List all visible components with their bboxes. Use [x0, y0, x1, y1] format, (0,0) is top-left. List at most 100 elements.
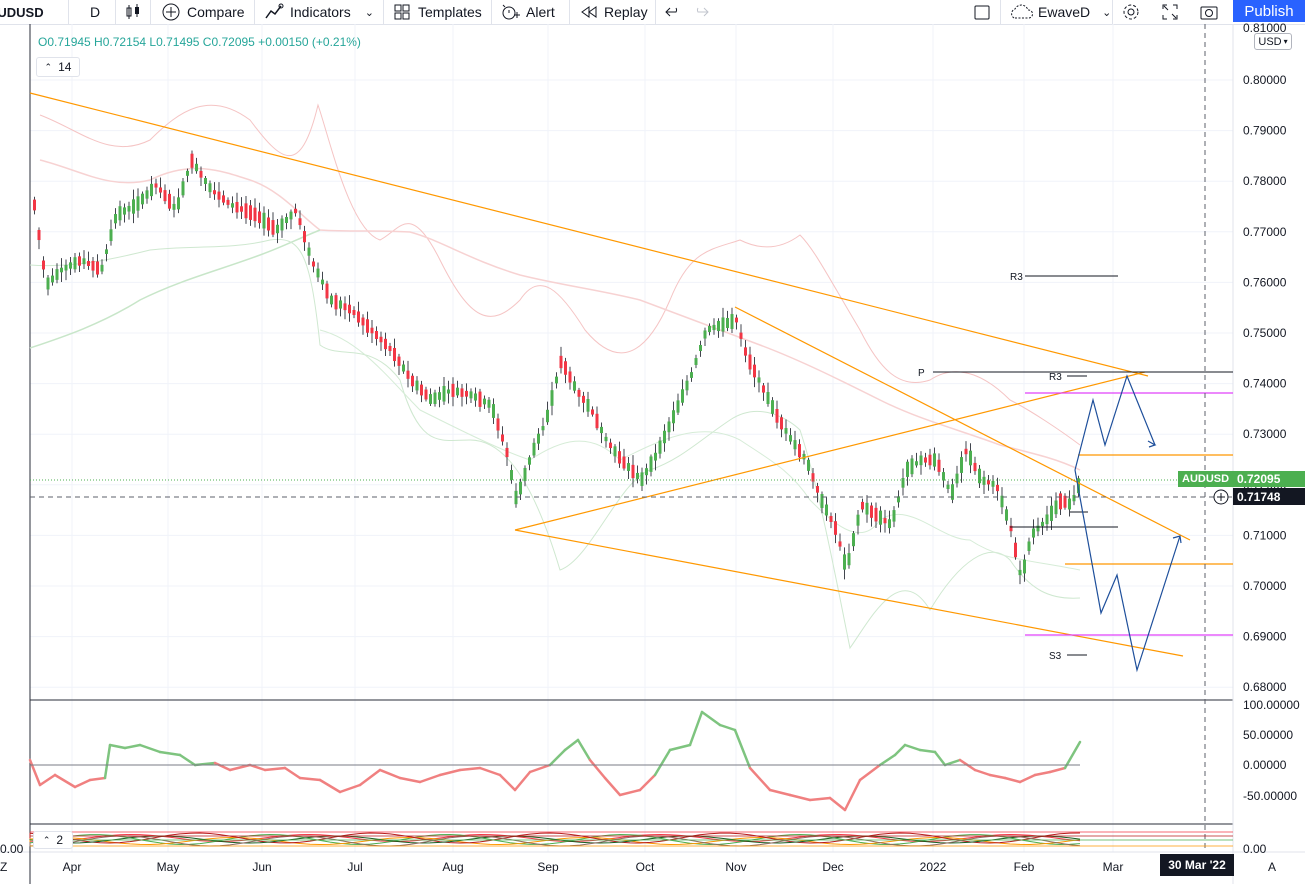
candle-body — [613, 446, 617, 457]
candle-body — [55, 269, 59, 280]
candle-body — [559, 355, 563, 369]
oscillator-segment — [248, 763, 267, 772]
pane-collapse-button[interactable]: ⌃ 2 — [33, 831, 73, 849]
wedge-rising-line[interactable] — [514, 371, 1146, 531]
oscillator-axis[interactable]: 100.00000 50.00000 0.00000 -50.00000 0.00 0.0… — [0, 698, 1300, 856]
candle-body — [807, 459, 810, 471]
oscillator-segment — [73, 778, 92, 789]
osc-tick: 100.00000 — [1243, 698, 1300, 712]
osc-tick: -50.00000 — [1243, 789, 1297, 803]
snapshot-button[interactable] — [1199, 0, 1219, 24]
r3-upper-label: R3 — [1010, 272, 1023, 283]
publish-button[interactable]: Publish — [1233, 0, 1305, 22]
templates-label: Templates — [418, 4, 482, 20]
candle-body — [73, 257, 77, 270]
candle-body — [510, 470, 513, 480]
candle-body — [991, 480, 995, 487]
time-tick: Dec — [822, 860, 843, 874]
candle-body — [505, 447, 509, 458]
price-tick: 0.71000 — [1243, 528, 1287, 542]
candle-body — [118, 206, 122, 221]
candle-body — [762, 385, 765, 393]
price-tick: 0.81000 — [1243, 21, 1287, 35]
descending-trendline-upper[interactable] — [29, 92, 1149, 377]
candle-body — [640, 472, 644, 486]
pane3-tick: 0.00 — [1243, 842, 1267, 856]
candle-body — [78, 256, 81, 266]
chevron-down-icon: ⌄ — [364, 6, 374, 19]
trendlines[interactable] — [29, 92, 1191, 657]
time-axis[interactable]: Apr May Jun Jul Aug Sep Oct Nov Dec 2022 Feb Mar Z A — [0, 860, 1276, 874]
candle-body — [546, 409, 549, 423]
candle-body — [829, 515, 833, 523]
settings-button[interactable] — [1121, 0, 1141, 24]
candle-body — [987, 480, 990, 485]
candle-body — [303, 231, 306, 243]
currency-label: USD — [1258, 35, 1282, 48]
candle-body — [667, 421, 671, 433]
candle-body — [325, 283, 329, 299]
candle-body — [294, 208, 297, 214]
candle-body — [910, 458, 914, 475]
gear-icon — [1123, 4, 1139, 20]
oscillator-segment — [973, 768, 992, 777]
candle-body — [906, 461, 909, 477]
undo-button[interactable] — [664, 0, 682, 24]
candle-body — [798, 444, 801, 458]
oscillator-segment — [933, 750, 947, 767]
candle-body — [339, 300, 342, 309]
candle-body — [177, 197, 180, 210]
candle-body — [577, 389, 581, 397]
interval-button[interactable]: D — [90, 0, 100, 24]
time-tick: Nov — [725, 860, 746, 874]
layout-menu-button[interactable]: EwaveD ⌄ — [1008, 0, 1111, 24]
auto-scale-button[interactable]: A — [1268, 860, 1276, 874]
candle-body — [928, 454, 932, 466]
price-axis[interactable]: 0.80000 0.79000 0.78000 0.77000 0.76000 0.750… — [1243, 21, 1287, 694]
symbol-search[interactable]: AUDUSD — [0, 0, 44, 24]
candle-body — [262, 212, 266, 229]
candle-body — [276, 224, 279, 234]
interval-label: D — [90, 4, 101, 20]
compare-button[interactable]: Compare — [161, 0, 245, 24]
replay-button[interactable]: Replay — [580, 0, 648, 24]
candle-body — [1036, 525, 1040, 532]
candle-body — [1005, 509, 1008, 521]
oscillator-segment — [563, 738, 580, 752]
currency-button[interactable]: USD ▾ — [1254, 33, 1292, 50]
candle-body — [708, 325, 711, 333]
alert-button[interactable]: Alert — [500, 0, 555, 24]
candle-body — [888, 519, 891, 529]
symbol-price-tag: AUDUSD — [1178, 471, 1234, 487]
chart-style-button[interactable] — [124, 0, 142, 24]
candle-body — [694, 358, 698, 365]
price-tick: 0.69000 — [1243, 630, 1287, 644]
crosshair-add-button[interactable] — [1213, 489, 1229, 505]
candle-body — [856, 514, 860, 526]
pivot-levels[interactable] — [933, 275, 1233, 656]
indicators-button[interactable]: Indicators ⌄ — [264, 0, 374, 24]
oscillator-segment — [1048, 766, 1067, 774]
rewind-icon — [581, 6, 597, 18]
oscillator-segment — [548, 748, 567, 767]
oscillator-segment — [358, 768, 382, 787]
candle-body — [478, 391, 482, 407]
fullscreen-button[interactable] — [1161, 0, 1179, 24]
indicator-collapse-button[interactable]: ⌃ 14 — [36, 57, 80, 77]
redo-button[interactable] — [692, 0, 710, 24]
wave-projections[interactable] — [1074, 374, 1182, 673]
save-layout-button[interactable] — [973, 0, 991, 24]
upper-band-outer — [39, 103, 1081, 446]
candle-body — [816, 486, 819, 493]
candle-body — [406, 370, 410, 379]
oscillator-segment — [103, 743, 112, 780]
candle-body — [573, 381, 576, 391]
candle-body — [222, 195, 225, 203]
time-tick: Jul — [347, 860, 362, 874]
candle-body — [1009, 525, 1013, 532]
candle-body — [1023, 559, 1026, 574]
descending-channel-line[interactable] — [734, 306, 1191, 541]
templates-button[interactable]: Templates — [393, 0, 482, 24]
bearish-projection — [1074, 469, 1181, 673]
